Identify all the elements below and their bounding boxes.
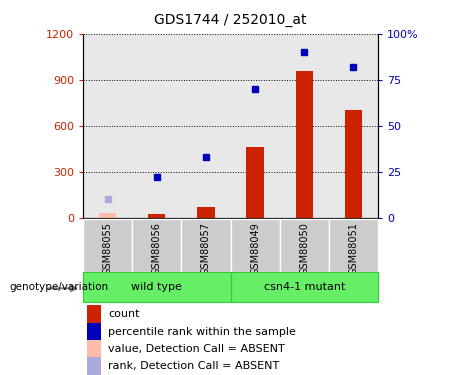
Text: percentile rank within the sample: percentile rank within the sample [108, 327, 296, 337]
Bar [329, 219, 378, 272]
Text: count: count [108, 309, 140, 319]
Text: GDS1744 / 252010_at: GDS1744 / 252010_at [154, 13, 307, 27]
Bar [296, 70, 313, 217]
Text: GSM88057: GSM88057 [201, 222, 211, 275]
Text: value, Detection Call = ABSENT: value, Detection Call = ABSENT [108, 344, 285, 354]
Bar [247, 147, 264, 218]
Bar [87, 305, 101, 322]
Text: GSM88049: GSM88049 [250, 222, 260, 275]
Bar [87, 322, 101, 340]
Bar [329, 34, 378, 218]
Bar [230, 219, 280, 272]
Bar [197, 207, 214, 218]
Text: genotype/variation: genotype/variation [9, 282, 108, 292]
Bar [132, 219, 181, 272]
Text: rank, Detection Call = ABSENT: rank, Detection Call = ABSENT [108, 362, 280, 371]
Text: csn4-1 mutant: csn4-1 mutant [264, 282, 345, 292]
Text: GSM88055: GSM88055 [102, 222, 112, 275]
Bar [83, 272, 230, 302]
Text: wild type: wild type [131, 282, 182, 292]
Bar [181, 34, 230, 218]
Bar [181, 219, 230, 272]
Bar [230, 272, 378, 302]
Bar [148, 214, 165, 217]
Bar [99, 213, 116, 217]
Bar [280, 34, 329, 218]
Bar [83, 34, 132, 218]
Text: GSM88056: GSM88056 [152, 222, 162, 275]
Bar [87, 340, 101, 357]
Bar [345, 110, 362, 218]
Bar [280, 219, 329, 272]
Bar [83, 219, 132, 272]
Bar [230, 34, 280, 218]
Bar [87, 357, 101, 375]
Text: GSM88050: GSM88050 [299, 222, 309, 275]
Bar [132, 34, 181, 218]
Text: GSM88051: GSM88051 [349, 222, 359, 275]
